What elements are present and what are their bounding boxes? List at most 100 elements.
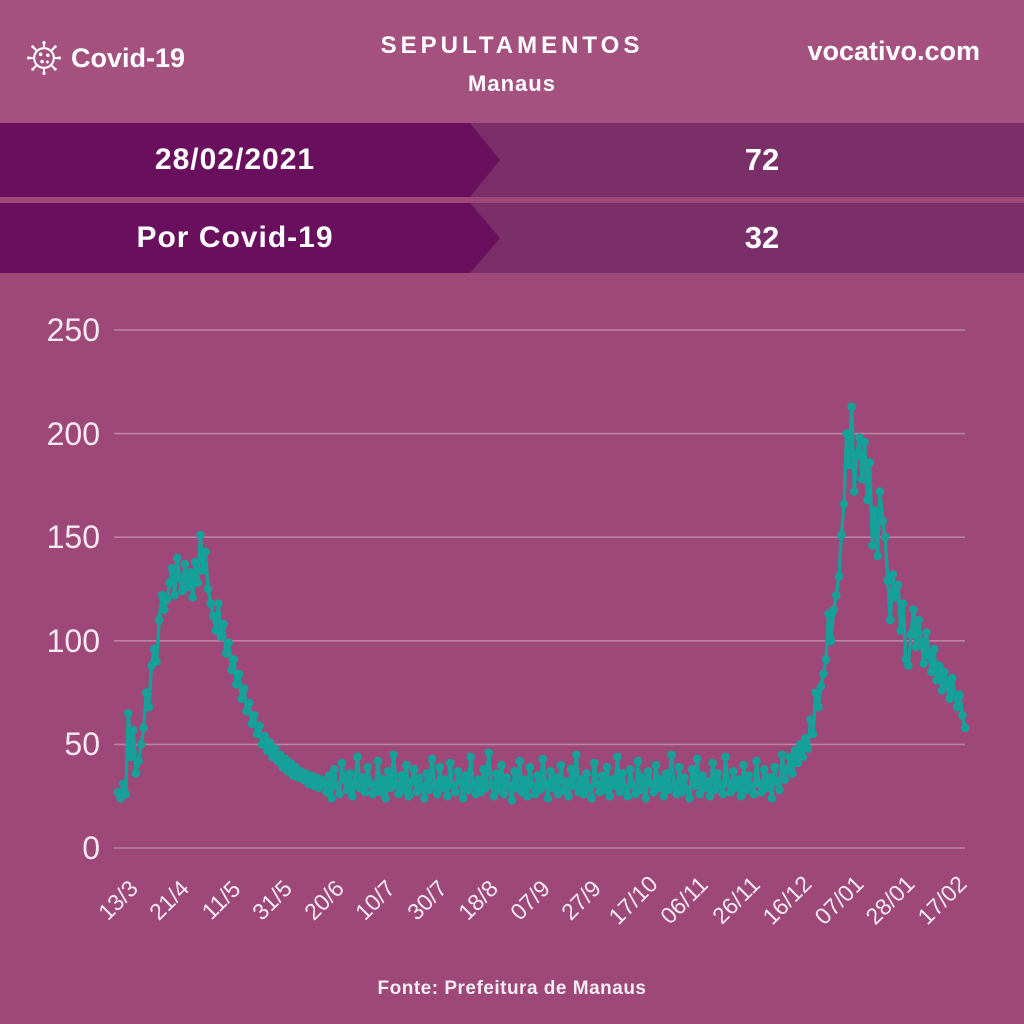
data-point xyxy=(659,791,669,801)
data-point xyxy=(432,789,442,799)
data-point xyxy=(626,765,635,774)
data-point xyxy=(371,781,380,791)
header: Covid-19 SEPULTAMENTOS Manaus vocativo.c… xyxy=(0,0,1024,123)
data-point xyxy=(839,499,849,509)
virus-icon xyxy=(26,40,62,76)
data-point xyxy=(420,794,429,803)
data-point xyxy=(832,590,841,600)
data-point xyxy=(386,783,396,793)
data-point xyxy=(947,673,957,683)
data-point xyxy=(219,619,228,629)
data-point xyxy=(556,760,566,770)
data-point xyxy=(330,765,339,774)
data-point xyxy=(541,779,550,789)
data-point xyxy=(350,777,360,786)
data-point xyxy=(950,690,959,699)
data-point xyxy=(360,787,370,797)
data-point xyxy=(373,756,383,766)
data-point xyxy=(366,779,375,789)
data-point xyxy=(131,769,141,778)
data-point xyxy=(667,750,676,760)
data-point xyxy=(136,740,146,749)
data-point xyxy=(232,680,241,689)
data-point xyxy=(376,787,385,797)
data-point xyxy=(448,781,458,791)
data-point xyxy=(306,771,316,780)
data-point xyxy=(180,559,190,569)
data-point xyxy=(494,785,504,795)
data-point xyxy=(888,570,898,579)
data-point xyxy=(935,661,944,670)
data-point xyxy=(260,731,270,741)
data-point xyxy=(157,590,167,600)
data-point xyxy=(368,789,378,799)
data-point xyxy=(821,655,831,664)
data-point xyxy=(904,661,913,670)
data-point xyxy=(515,756,524,766)
data-point xyxy=(270,744,280,753)
data-point xyxy=(124,709,133,718)
data-point xyxy=(517,787,527,797)
data-point xyxy=(239,684,249,693)
data-point xyxy=(118,779,128,789)
data-point xyxy=(757,787,766,797)
banner-total-value: 72 xyxy=(744,142,780,177)
data-point xyxy=(322,787,331,797)
data-point xyxy=(461,771,470,780)
data-point xyxy=(916,636,926,646)
data-point xyxy=(342,785,352,795)
data-point xyxy=(898,599,908,608)
data-point xyxy=(299,775,308,784)
data-point xyxy=(798,752,808,762)
data-point xyxy=(605,791,614,801)
data-point xyxy=(304,779,313,789)
data-point xyxy=(901,655,911,664)
data-point xyxy=(929,644,939,654)
data-point xyxy=(582,769,591,778)
data-point xyxy=(293,773,303,782)
data-point xyxy=(600,785,609,795)
data-point xyxy=(430,779,440,789)
data-point xyxy=(615,787,625,797)
data-point xyxy=(592,779,602,789)
data-point xyxy=(829,605,838,614)
data-point xyxy=(631,789,640,799)
data-point xyxy=(523,791,532,801)
data-point xyxy=(188,593,197,602)
data-point xyxy=(492,769,501,778)
data-point xyxy=(721,752,730,762)
data-point xyxy=(937,686,947,695)
data-point xyxy=(255,721,264,731)
data-point xyxy=(759,765,769,774)
data-point xyxy=(332,781,342,791)
data-point xyxy=(646,779,656,789)
data-point xyxy=(891,593,900,602)
data-point xyxy=(474,775,483,784)
data-point xyxy=(263,746,272,755)
data-point xyxy=(559,785,568,795)
data-point xyxy=(296,767,306,776)
data-point xyxy=(116,794,125,803)
data-point xyxy=(286,758,295,768)
data-point xyxy=(566,765,576,774)
data-point xyxy=(471,789,481,799)
banner-covid-value: 32 xyxy=(744,220,780,255)
banner-row-date: 28/02/2021 72 xyxy=(0,123,1024,197)
data-point xyxy=(602,762,612,772)
data-point xyxy=(283,767,293,776)
data-point xyxy=(227,665,236,675)
data-point xyxy=(404,791,414,801)
data-point xyxy=(780,775,790,784)
data-point xyxy=(862,495,872,505)
data-point xyxy=(775,785,784,795)
data-point xyxy=(906,630,916,639)
data-point xyxy=(520,775,530,784)
data-point xyxy=(466,752,476,762)
data-point xyxy=(245,698,254,708)
data-point xyxy=(407,777,416,786)
data-point xyxy=(211,626,221,635)
data-point xyxy=(479,765,488,774)
data-point xyxy=(198,566,208,575)
data-point xyxy=(638,773,648,782)
data-point xyxy=(160,605,169,614)
